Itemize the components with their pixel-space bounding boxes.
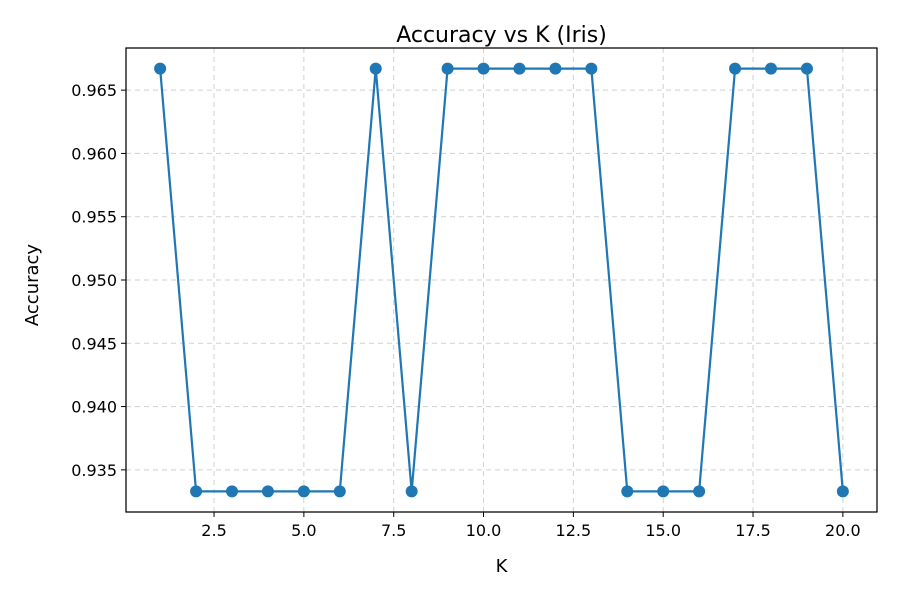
data-point xyxy=(333,485,346,498)
data-point xyxy=(261,485,274,498)
data-point xyxy=(441,62,454,75)
data-point xyxy=(800,62,813,75)
chart-title: Accuracy vs K (Iris) xyxy=(396,23,607,48)
x-tick-label: 7.5 xyxy=(381,521,406,540)
x-tick-label: 12.5 xyxy=(556,521,592,540)
data-point xyxy=(154,62,167,75)
grid-layer xyxy=(126,48,877,512)
data-point xyxy=(226,485,239,498)
data-point xyxy=(477,62,490,75)
data-point xyxy=(297,485,310,498)
y-tick-label: 0.945 xyxy=(71,334,117,353)
data-point xyxy=(836,485,849,498)
y-tick-label: 0.950 xyxy=(71,271,117,290)
data-point xyxy=(585,62,598,75)
data-point xyxy=(764,62,777,75)
x-tick-label: 5.0 xyxy=(291,521,316,540)
data-point xyxy=(549,62,562,75)
y-tick-label: 0.965 xyxy=(71,81,117,100)
data-point xyxy=(369,62,382,75)
x-tick-label: 17.5 xyxy=(735,521,771,540)
x-tick-label: 2.5 xyxy=(201,521,226,540)
x-tick-label: 10.0 xyxy=(466,521,502,540)
data-point xyxy=(513,62,526,75)
series-layer xyxy=(154,62,849,498)
y-axis-label: Accuracy xyxy=(22,244,43,327)
x-axis-label: K xyxy=(496,556,509,577)
x-tick-label: 20.0 xyxy=(825,521,861,540)
data-point xyxy=(693,485,706,498)
y-tick-label: 0.960 xyxy=(71,144,117,163)
tick-layer: 2.5 5.0 7.5 10.0 12.5 15.0 17.5 20.0 0.935 0.940 0… xyxy=(71,81,860,540)
data-point xyxy=(729,62,742,75)
x-tick-label: 15.0 xyxy=(645,521,681,540)
y-tick-label: 0.955 xyxy=(71,208,117,227)
plot-frame xyxy=(125,47,878,513)
data-point xyxy=(190,485,203,498)
data-point xyxy=(621,485,634,498)
y-tick-label: 0.935 xyxy=(71,461,117,480)
y-tick-label: 0.940 xyxy=(71,398,117,417)
data-point xyxy=(405,485,418,498)
data-point xyxy=(657,485,670,498)
